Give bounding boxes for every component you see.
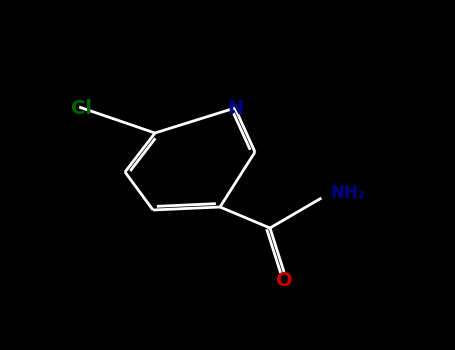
Text: O: O — [276, 271, 292, 289]
Text: NH₂: NH₂ — [330, 184, 365, 202]
Text: Cl: Cl — [71, 98, 92, 118]
Text: N: N — [227, 98, 243, 118]
